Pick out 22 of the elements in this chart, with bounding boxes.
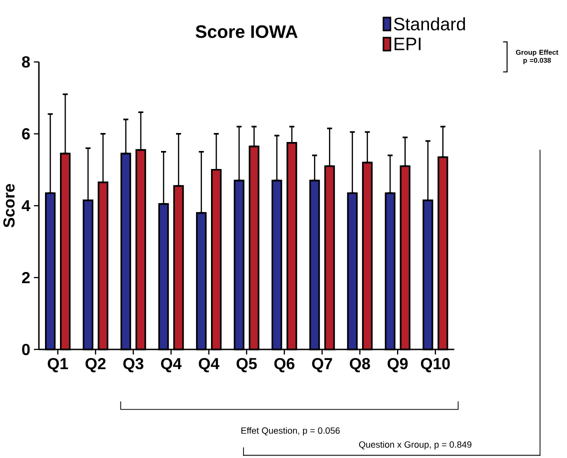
- y-tick-label: 8: [22, 56, 30, 68]
- x-tick-label: Q3: [123, 358, 144, 372]
- y-tick-label: 6: [22, 128, 30, 140]
- y-tick-label: 2: [22, 272, 30, 284]
- x-tick-label: Q9: [388, 358, 408, 372]
- y-tick-label: 4: [22, 200, 30, 212]
- x-tick-label: Q7: [312, 358, 332, 372]
- y-axis-title: Score: [3, 184, 15, 228]
- x-tick-label: Q1: [48, 358, 68, 372]
- y-tick-label: 0: [22, 344, 30, 355]
- x-tick-label: Q8: [350, 358, 370, 372]
- x-tick-label: Q10: [420, 358, 450, 372]
- x-tick-label: Q5: [236, 358, 257, 372]
- legend-label: Standard: [394, 17, 465, 30]
- legend-label: EPI: [394, 38, 420, 50]
- x-tick-label: Q6: [274, 358, 294, 372]
- x-tick-label: Q2: [86, 358, 106, 372]
- chart-title: Score IOWA: [196, 25, 298, 38]
- x-tick-label: Q4: [161, 358, 182, 372]
- text: Question x Group, p = 0.849: [359, 440, 472, 450]
- text: Effet Question, p = 0.056: [241, 427, 340, 436]
- x-tick-label: Q4: [198, 358, 220, 372]
